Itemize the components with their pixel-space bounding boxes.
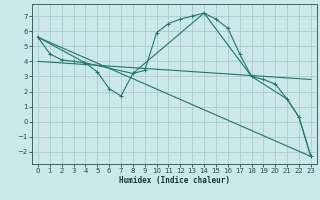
X-axis label: Humidex (Indice chaleur): Humidex (Indice chaleur) [119,176,230,185]
